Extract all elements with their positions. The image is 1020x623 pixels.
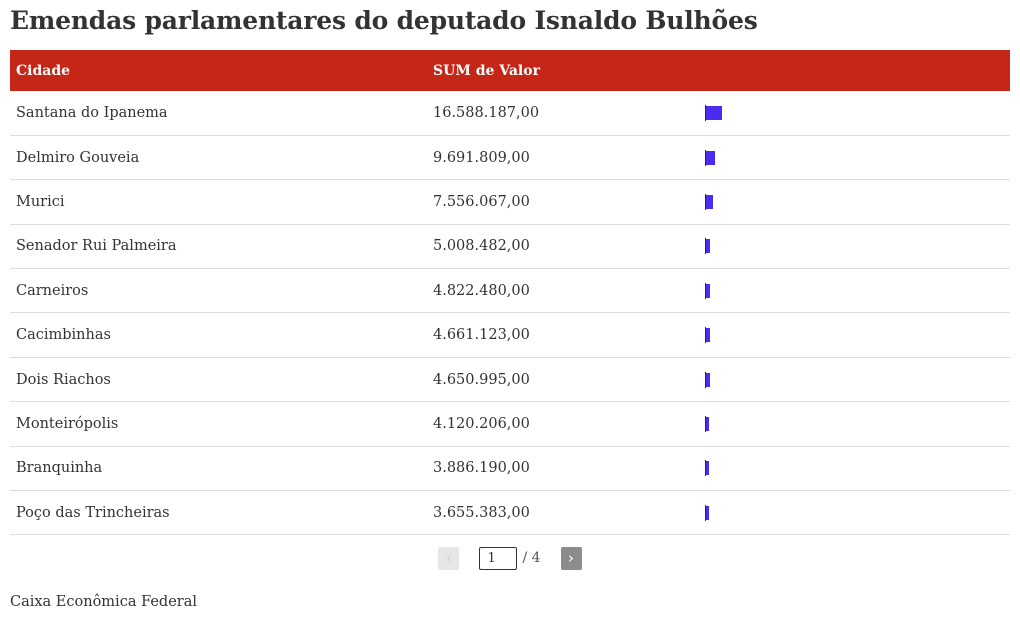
value-cell: 5.008.482,00 bbox=[433, 238, 530, 255]
value-cell: 4.650.995,00 bbox=[433, 371, 530, 388]
prev-page-button[interactable]: ‹ bbox=[438, 546, 460, 570]
value-cell: 4.120.206,00 bbox=[433, 415, 530, 432]
bar-track bbox=[705, 460, 1005, 477]
bar-baseline bbox=[705, 371, 706, 388]
bar-baseline bbox=[705, 415, 706, 432]
bar-track bbox=[705, 327, 1005, 344]
column-header-bar bbox=[705, 50, 1010, 91]
table-row: Murici 7.556.067,00 bbox=[10, 180, 1010, 225]
bar-track bbox=[705, 149, 1005, 166]
city-cell: Dois Riachos bbox=[16, 371, 111, 388]
bar-cell bbox=[705, 446, 1010, 490]
value-cell: 4.661.123,00 bbox=[433, 327, 530, 344]
city-cell: Cacimbinhas bbox=[16, 327, 111, 344]
bar-baseline bbox=[705, 504, 706, 521]
bar-cell bbox=[705, 180, 1010, 224]
bar-track bbox=[705, 415, 1005, 432]
table-row: Senador Rui Palmeira 5.008.482,00 bbox=[10, 224, 1010, 269]
table-row: Delmiro Gouveia 9.691.809,00 bbox=[10, 135, 1010, 180]
table-row: Branquinha 3.886.190,00 bbox=[10, 446, 1010, 491]
value-cell: 7.556.067,00 bbox=[433, 193, 530, 210]
data-table: Cidade SUM de Valor Santana do Ipanema 16… bbox=[10, 50, 1010, 535]
table-row: Santana do Ipanema 16.588.187,00 bbox=[10, 91, 1010, 136]
table-body: Santana do Ipanema 16.588.187,00 Delmiro G… bbox=[10, 91, 1010, 535]
source-credit: Caixa Econômica Federal bbox=[10, 594, 197, 610]
bar-baseline bbox=[705, 282, 706, 299]
bar-track bbox=[705, 193, 1005, 210]
bar-cell bbox=[705, 135, 1010, 179]
bar-baseline bbox=[705, 238, 706, 255]
value-bar bbox=[705, 239, 710, 254]
value-bar bbox=[705, 505, 709, 520]
bar-baseline bbox=[705, 193, 706, 210]
value-bar bbox=[705, 416, 710, 431]
value-cell: 16.588.187,00 bbox=[433, 104, 540, 121]
table-row: Dois Riachos 4.650.995,00 bbox=[10, 357, 1010, 402]
value-bar bbox=[705, 328, 710, 343]
table-header-row: Cidade SUM de Valor bbox=[10, 50, 1010, 91]
value-cell: 3.886.190,00 bbox=[433, 460, 530, 477]
bar-track bbox=[705, 504, 1005, 521]
page-title: Emendas parlamentares do deputado Isnald… bbox=[10, 6, 758, 35]
bar-cell bbox=[705, 357, 1010, 401]
city-cell: Delmiro Gouveia bbox=[16, 149, 140, 166]
value-bar bbox=[705, 283, 710, 298]
value-bar bbox=[705, 105, 722, 120]
value-bar bbox=[705, 150, 715, 165]
page-number-input[interactable] bbox=[479, 546, 518, 570]
column-header-city[interactable]: Cidade bbox=[16, 62, 71, 79]
bar-baseline bbox=[705, 327, 706, 344]
bar-cell bbox=[705, 91, 1010, 135]
page-total: / 4 bbox=[522, 550, 541, 566]
value-cell: 3.655.383,00 bbox=[433, 504, 530, 521]
bar-cell bbox=[705, 402, 1010, 446]
bar-baseline bbox=[705, 104, 706, 121]
table-row: Carneiros 4.822.480,00 bbox=[10, 269, 1010, 313]
city-cell: Carneiros bbox=[16, 282, 89, 299]
value-bar bbox=[705, 194, 713, 209]
city-cell: Monteirópolis bbox=[16, 415, 119, 432]
bar-track bbox=[705, 238, 1005, 255]
city-cell: Poço das Trincheiras bbox=[16, 504, 170, 521]
pagination: ‹ / 4 › bbox=[0, 546, 1020, 570]
value-cell: 4.822.480,00 bbox=[433, 282, 530, 299]
table-row: Poço das Trincheiras 3.655.383,00 bbox=[10, 491, 1010, 535]
bar-track bbox=[705, 371, 1005, 388]
value-cell: 9.691.809,00 bbox=[433, 149, 530, 166]
bar-track bbox=[705, 104, 1005, 121]
next-page-button[interactable]: › bbox=[560, 546, 582, 570]
bar-cell bbox=[705, 224, 1010, 268]
city-cell: Senador Rui Palmeira bbox=[16, 238, 177, 255]
value-bar bbox=[705, 461, 709, 476]
bar-baseline bbox=[705, 149, 706, 166]
value-bar bbox=[705, 372, 710, 387]
table-row: Cacimbinhas 4.661.123,00 bbox=[10, 313, 1010, 358]
bar-cell bbox=[705, 269, 1010, 313]
bar-cell bbox=[705, 491, 1010, 535]
bar-track bbox=[705, 282, 1005, 299]
table-row: Monteirópolis 4.120.206,00 bbox=[10, 402, 1010, 447]
city-cell: Santana do Ipanema bbox=[16, 104, 168, 121]
column-header-sum[interactable]: SUM de Valor bbox=[433, 62, 540, 79]
bar-baseline bbox=[705, 460, 706, 477]
city-cell: Branquinha bbox=[16, 460, 103, 477]
city-cell: Murici bbox=[16, 193, 65, 210]
bar-cell bbox=[705, 313, 1010, 357]
